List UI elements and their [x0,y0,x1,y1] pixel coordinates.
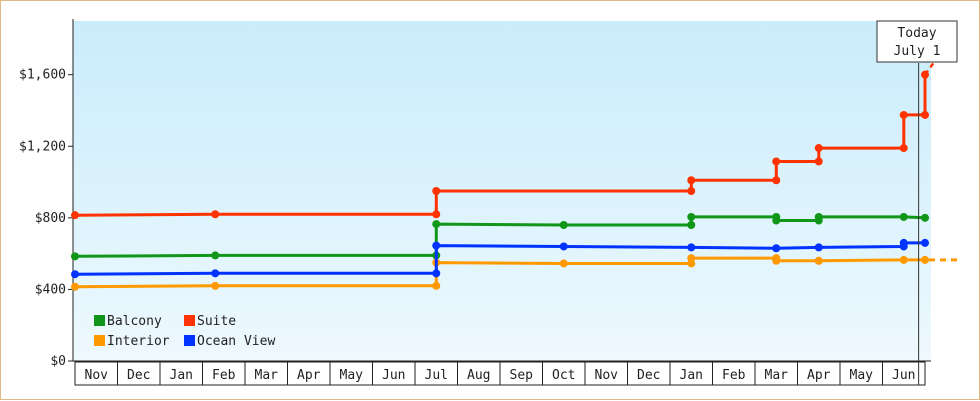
data-point [211,281,220,290]
data-point [559,221,568,229]
data-point [432,269,441,278]
x-tick-label: Aug [467,368,490,383]
y-tick-label: $400 [35,282,66,297]
today-label: Today [897,26,936,41]
data-point [899,255,908,264]
x-tick-label: May [340,368,364,383]
data-point [772,176,781,185]
data-point [211,269,220,278]
x-tick-label: Dec [127,368,150,383]
today-marker: Today July 1 [876,20,958,385]
data-point [432,220,441,229]
data-point [899,212,908,221]
legend-swatch [184,335,195,346]
data-point [687,221,696,229]
data-point [921,110,929,119]
data-point [211,251,220,260]
legend-swatch [184,315,195,326]
x-tick-label: Mar [765,368,789,383]
data-point [921,213,929,222]
x-tick-label: Apr [807,368,831,383]
x-tick-label: Mar [255,368,279,383]
legend-swatch [94,315,105,326]
legend: Balcony Suite Interior Ocean View [94,314,275,349]
data-point [687,243,696,252]
y-tick-label: $1,600 [19,68,66,83]
x-tick-label: May [850,368,874,383]
data-point [772,244,781,253]
x-tick-label: Jul [425,368,448,383]
x-tick-label: Feb [212,368,236,383]
data-point [687,187,696,195]
x-tick-label: Oct [552,368,575,383]
x-tick-label: Nov [85,368,109,383]
x-tick-label: Jun [382,368,405,383]
series-layer [71,51,961,291]
legend-swatch [94,335,105,346]
data-point [432,210,441,219]
y-tick-label: $0 [50,354,66,369]
data-point [921,255,929,264]
data-point [687,212,696,221]
data-point [432,281,441,290]
x-tick-label: Jan [170,368,193,383]
data-point [899,110,908,119]
data-point [899,238,908,247]
x-tick-label: Sep [510,368,534,383]
today-date: July 1 [894,44,941,59]
data-point [687,176,696,185]
y-tick-label: $1,200 [19,139,66,154]
legend-label: Interior [107,334,170,349]
data-point [899,144,908,153]
data-point [814,212,823,221]
x-tick-label: Apr [297,368,321,383]
data-point [432,187,441,195]
today-box [876,20,958,63]
data-point [814,144,823,153]
data-point [814,256,823,265]
data-point [772,216,781,225]
data-point [432,241,441,250]
data-point [921,238,929,247]
legend-label: Ocean View [197,334,275,349]
data-point [71,252,79,261]
legend-label: Suite [197,314,236,329]
x-tick-label: Nov [595,368,619,383]
x-tick-label: Dec [637,368,660,383]
data-point [814,243,823,252]
x-tick-label: Jun [892,368,915,383]
data-point [71,282,79,291]
y-tick-label: $800 [35,211,66,226]
x-tick-label: Feb [722,368,746,383]
data-point [559,242,568,251]
data-point [772,256,781,265]
data-point [814,157,823,166]
data-point [71,270,79,279]
data-point [559,259,568,268]
x-tick-label: Jan [680,368,703,383]
data-point [211,210,220,219]
data-point [71,211,79,220]
data-point [687,254,696,263]
data-point [772,157,781,166]
y-axis: $0 $400 $800 $1,200 $1,600 [19,19,74,369]
legend-label: Balcony [107,314,162,329]
x-axis: Nov Dec Jan Feb Mar Apr May Jun Jul Aug Sep Oct Nov D… [71,360,931,386]
